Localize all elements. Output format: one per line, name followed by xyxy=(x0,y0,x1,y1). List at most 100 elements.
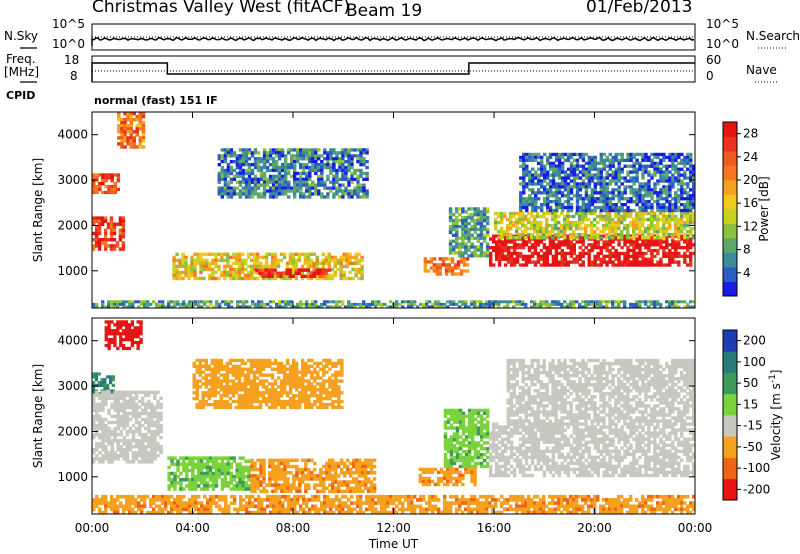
heat-cell xyxy=(229,481,233,485)
heat-cell xyxy=(348,252,352,256)
heat-cell xyxy=(509,251,514,256)
heat-cell xyxy=(560,152,565,157)
heat-cell xyxy=(509,226,513,231)
heat-cell xyxy=(524,217,528,222)
heat-cell xyxy=(277,148,282,152)
heat-cell xyxy=(161,300,165,304)
heat-cell xyxy=(268,195,273,199)
heat-cell xyxy=(686,191,690,195)
heat-cell xyxy=(563,200,568,204)
heat-cell xyxy=(223,456,227,460)
heat-cell xyxy=(197,468,201,473)
heat-cell xyxy=(271,474,275,478)
heat-cell xyxy=(546,161,550,165)
heat-cell xyxy=(548,243,553,247)
heat-cell xyxy=(689,203,693,207)
heat-cell xyxy=(335,157,339,161)
heat-cell xyxy=(202,267,206,272)
heat-cell xyxy=(312,252,316,256)
heat-cell xyxy=(551,211,555,216)
heat-cell xyxy=(665,254,669,258)
heat-cell xyxy=(560,223,564,228)
heat-cell xyxy=(572,176,577,180)
heat-cell xyxy=(518,251,523,256)
heat-cell xyxy=(125,417,130,422)
heat-cell xyxy=(366,461,371,466)
heat-cell xyxy=(632,176,636,180)
heat-cell xyxy=(644,164,648,168)
heat-cell xyxy=(97,216,102,220)
heat-cell xyxy=(306,264,311,269)
heat-cell xyxy=(298,480,302,484)
heat-cell xyxy=(686,243,690,247)
heat-cell xyxy=(546,173,550,177)
heat-cell xyxy=(319,480,323,484)
heat-cell xyxy=(277,483,281,487)
heat-cell xyxy=(632,182,636,186)
heat-cell xyxy=(355,471,359,475)
heat-cell xyxy=(217,192,221,196)
heat-cell xyxy=(563,217,567,222)
heat-cell xyxy=(146,300,150,304)
heat-cell xyxy=(590,223,594,228)
heat-cell xyxy=(307,477,311,481)
heat-cell xyxy=(461,233,465,237)
heat-cell xyxy=(217,163,221,167)
heat-cell xyxy=(356,177,360,181)
heat-cell xyxy=(271,489,275,494)
heat-cell xyxy=(668,170,672,174)
heat-cell xyxy=(217,465,222,470)
heat-cell xyxy=(121,225,126,230)
heat-cell xyxy=(119,393,123,397)
heat-cell xyxy=(455,302,459,306)
heat-cell xyxy=(584,246,588,250)
heat-cell xyxy=(572,167,577,171)
heat-cell xyxy=(179,484,183,488)
heat-cell xyxy=(110,442,114,446)
heat-cell xyxy=(542,257,547,261)
heat-cell xyxy=(109,225,114,230)
heat-cell xyxy=(537,173,541,177)
heat-cell xyxy=(482,210,487,214)
heat-cell xyxy=(302,154,306,158)
heat-cell xyxy=(116,302,120,306)
heat-cell xyxy=(274,177,279,181)
heat-cell xyxy=(545,226,549,231)
heat-cell xyxy=(113,305,117,309)
heat-cell xyxy=(692,170,696,174)
heat-cell xyxy=(575,152,580,157)
heat-cell xyxy=(539,236,543,240)
heat-cell xyxy=(620,220,624,225)
heat-cell xyxy=(357,258,361,263)
heat-cell xyxy=(95,445,99,449)
heat-cell xyxy=(372,486,377,490)
heat-cell xyxy=(462,260,467,264)
heat-cell xyxy=(119,414,123,419)
heat-cell xyxy=(686,208,690,213)
heat-cell xyxy=(674,176,678,180)
heat-cell xyxy=(540,158,544,162)
heat-cell xyxy=(512,211,516,216)
heat-cell xyxy=(126,139,130,143)
heat-cell xyxy=(620,191,624,195)
heat-cell xyxy=(238,270,242,275)
heat-cell xyxy=(522,203,526,207)
heat-cell xyxy=(323,157,327,161)
heat-cell xyxy=(479,254,484,258)
heat-cell xyxy=(548,182,553,186)
heat-cell xyxy=(340,483,344,487)
heat-cell xyxy=(110,448,114,452)
heat-cell xyxy=(229,186,234,190)
heat-cell xyxy=(126,112,130,116)
heat-cell xyxy=(680,214,684,219)
heat-cell xyxy=(342,273,346,278)
heat-cell xyxy=(347,163,351,167)
heat-cell xyxy=(424,476,429,481)
heat-cell xyxy=(238,487,242,491)
heat-cell xyxy=(509,240,514,244)
heat-cell xyxy=(525,158,529,162)
heat-cell xyxy=(226,261,230,266)
heat-cell xyxy=(506,260,511,264)
heat-cell xyxy=(92,173,96,177)
heat-cell xyxy=(97,247,102,251)
